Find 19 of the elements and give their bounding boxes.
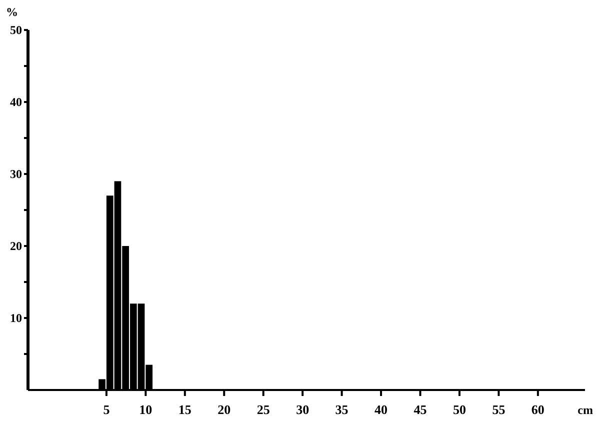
x-tick-label: 5: [103, 402, 110, 417]
x-tick-label: 10: [139, 402, 152, 417]
x-tick-label: 20: [218, 402, 231, 417]
x-tick-label: 45: [414, 402, 428, 417]
y-axis-title: %: [6, 5, 18, 19]
y-tick-label: 50: [10, 23, 22, 38]
x-tick-label: 25: [256, 402, 270, 417]
x-tick-label: 35: [335, 402, 349, 417]
x-tick-label: 50: [452, 402, 466, 417]
y-tick-label: 40: [10, 95, 22, 110]
x-tick-label: 60: [531, 402, 544, 417]
x-tick-label: 15: [178, 402, 192, 417]
y-tick-label: 30: [10, 167, 22, 182]
x-tick-label: 55: [492, 402, 506, 417]
x-tick-label: 30: [296, 402, 310, 417]
y-tick-label: 20: [10, 239, 22, 254]
x-axis-title: cm: [578, 403, 593, 417]
y-tick-label: 10: [10, 311, 22, 326]
x-tick-label: 40: [374, 402, 388, 417]
